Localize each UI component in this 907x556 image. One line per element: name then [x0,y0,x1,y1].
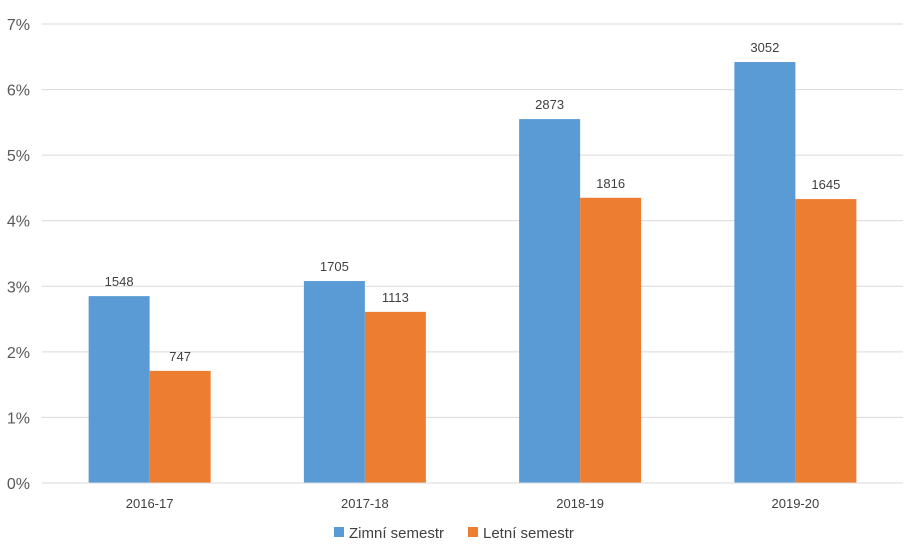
legend-swatch [334,527,344,537]
bar [795,199,857,483]
legend-label: Letní semestr [483,525,574,542]
data-label: 1113 [382,290,409,305]
bar [734,62,796,483]
legend-swatch [468,527,478,537]
y-tick-label: 0% [7,476,30,493]
y-tick-label: 5% [7,148,30,165]
data-label: 747 [169,349,191,364]
x-tick-label: 2018-19 [556,496,604,511]
data-label: 1645 [811,177,840,192]
y-tick-label: 1% [7,410,30,427]
y-tick-label: 4% [7,214,30,231]
bar [519,119,581,483]
bar [88,296,150,483]
bar [364,311,426,483]
x-tick-label: 2017-18 [341,496,389,511]
y-tick-label: 3% [7,279,30,296]
data-label: 1705 [320,259,349,274]
bar [580,197,642,483]
data-label: 1548 [105,274,134,289]
bar [303,281,365,483]
data-label: 3052 [750,40,779,55]
data-label: 2873 [535,97,564,112]
x-tick-label: 2019-20 [772,496,820,511]
data-label: 1816 [596,176,625,191]
y-tick-label: 6% [7,83,30,100]
bar [149,370,211,483]
y-tick-label: 7% [7,17,30,34]
y-tick-label: 2% [7,345,30,362]
x-tick-label: 2016-17 [126,496,174,511]
legend-label: Zimní semestr [349,525,444,542]
